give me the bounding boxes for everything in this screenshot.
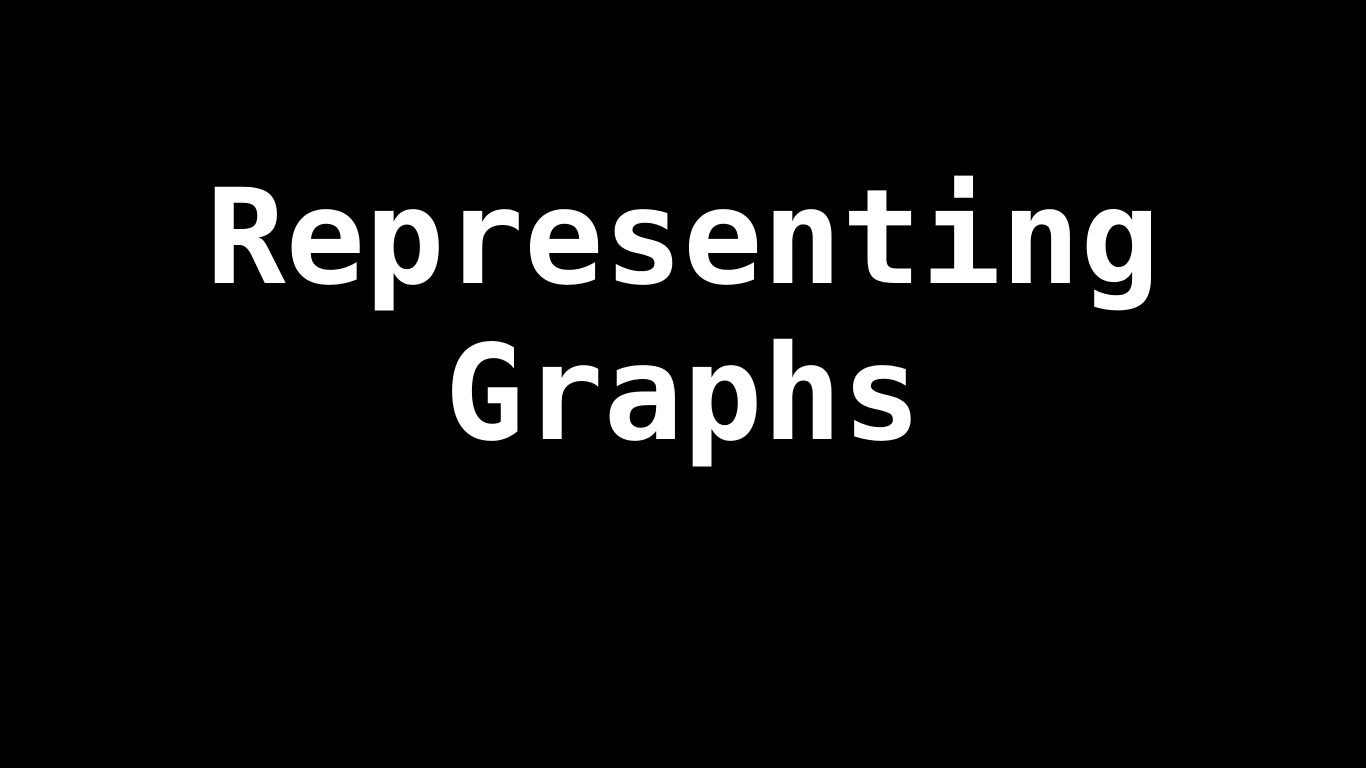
title-line-1: Representing xyxy=(206,161,1160,315)
title-line-2: Graphs xyxy=(444,317,922,471)
slide-title: Representing Graphs xyxy=(0,160,1366,472)
